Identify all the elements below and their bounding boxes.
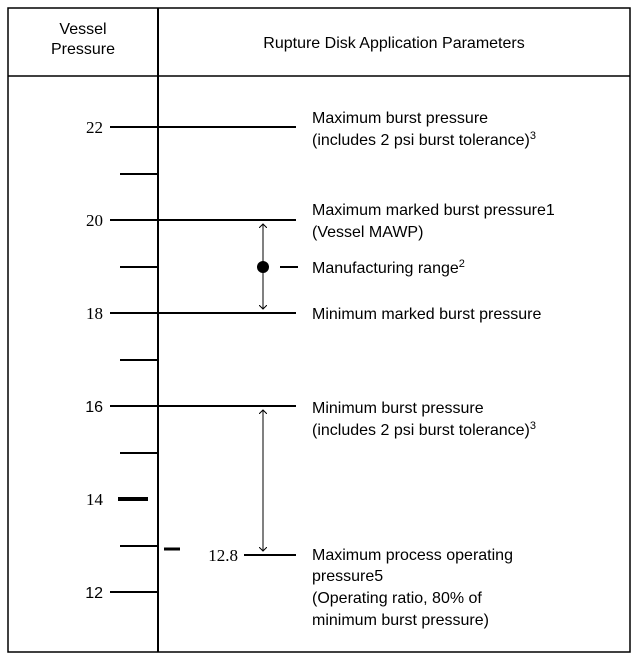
- annotation: (includes 2 psi burst tolerance)3: [312, 420, 536, 439]
- header-left: Vessel: [59, 21, 106, 38]
- scale-label: 12: [85, 585, 103, 602]
- annotation: (includes 2 psi burst tolerance)3: [312, 130, 536, 149]
- annotation: pressure5: [312, 568, 383, 585]
- parameter-lines: [158, 126, 298, 556]
- annotation: minimum burst pressure): [312, 612, 489, 629]
- scale-label: 18: [86, 304, 103, 323]
- annotation: Manufacturing range2: [312, 258, 465, 277]
- scale-label: 22: [86, 118, 103, 137]
- annotation: Minimum marked burst pressure: [312, 306, 542, 323]
- scale-label: 14: [86, 490, 104, 509]
- frame: [7, 7, 631, 653]
- scale-ticks: [110, 126, 180, 593]
- header-right: Rupture Disk Application Parameters: [263, 35, 524, 52]
- scale-label: 20: [86, 211, 103, 230]
- annotation: Maximum burst pressure: [312, 110, 488, 127]
- header-left: Pressure: [51, 41, 115, 58]
- annotation: Minimum burst pressure: [312, 400, 484, 417]
- annotation: (Vessel MAWP): [312, 224, 423, 241]
- annotation: (Operating ratio, 80% of: [312, 590, 482, 607]
- annotation: Maximum process operating: [312, 547, 513, 564]
- marker-label: 12.8: [208, 546, 238, 565]
- annotation: Maximum marked burst pressure1: [312, 202, 555, 219]
- scale-label: 16: [85, 399, 103, 416]
